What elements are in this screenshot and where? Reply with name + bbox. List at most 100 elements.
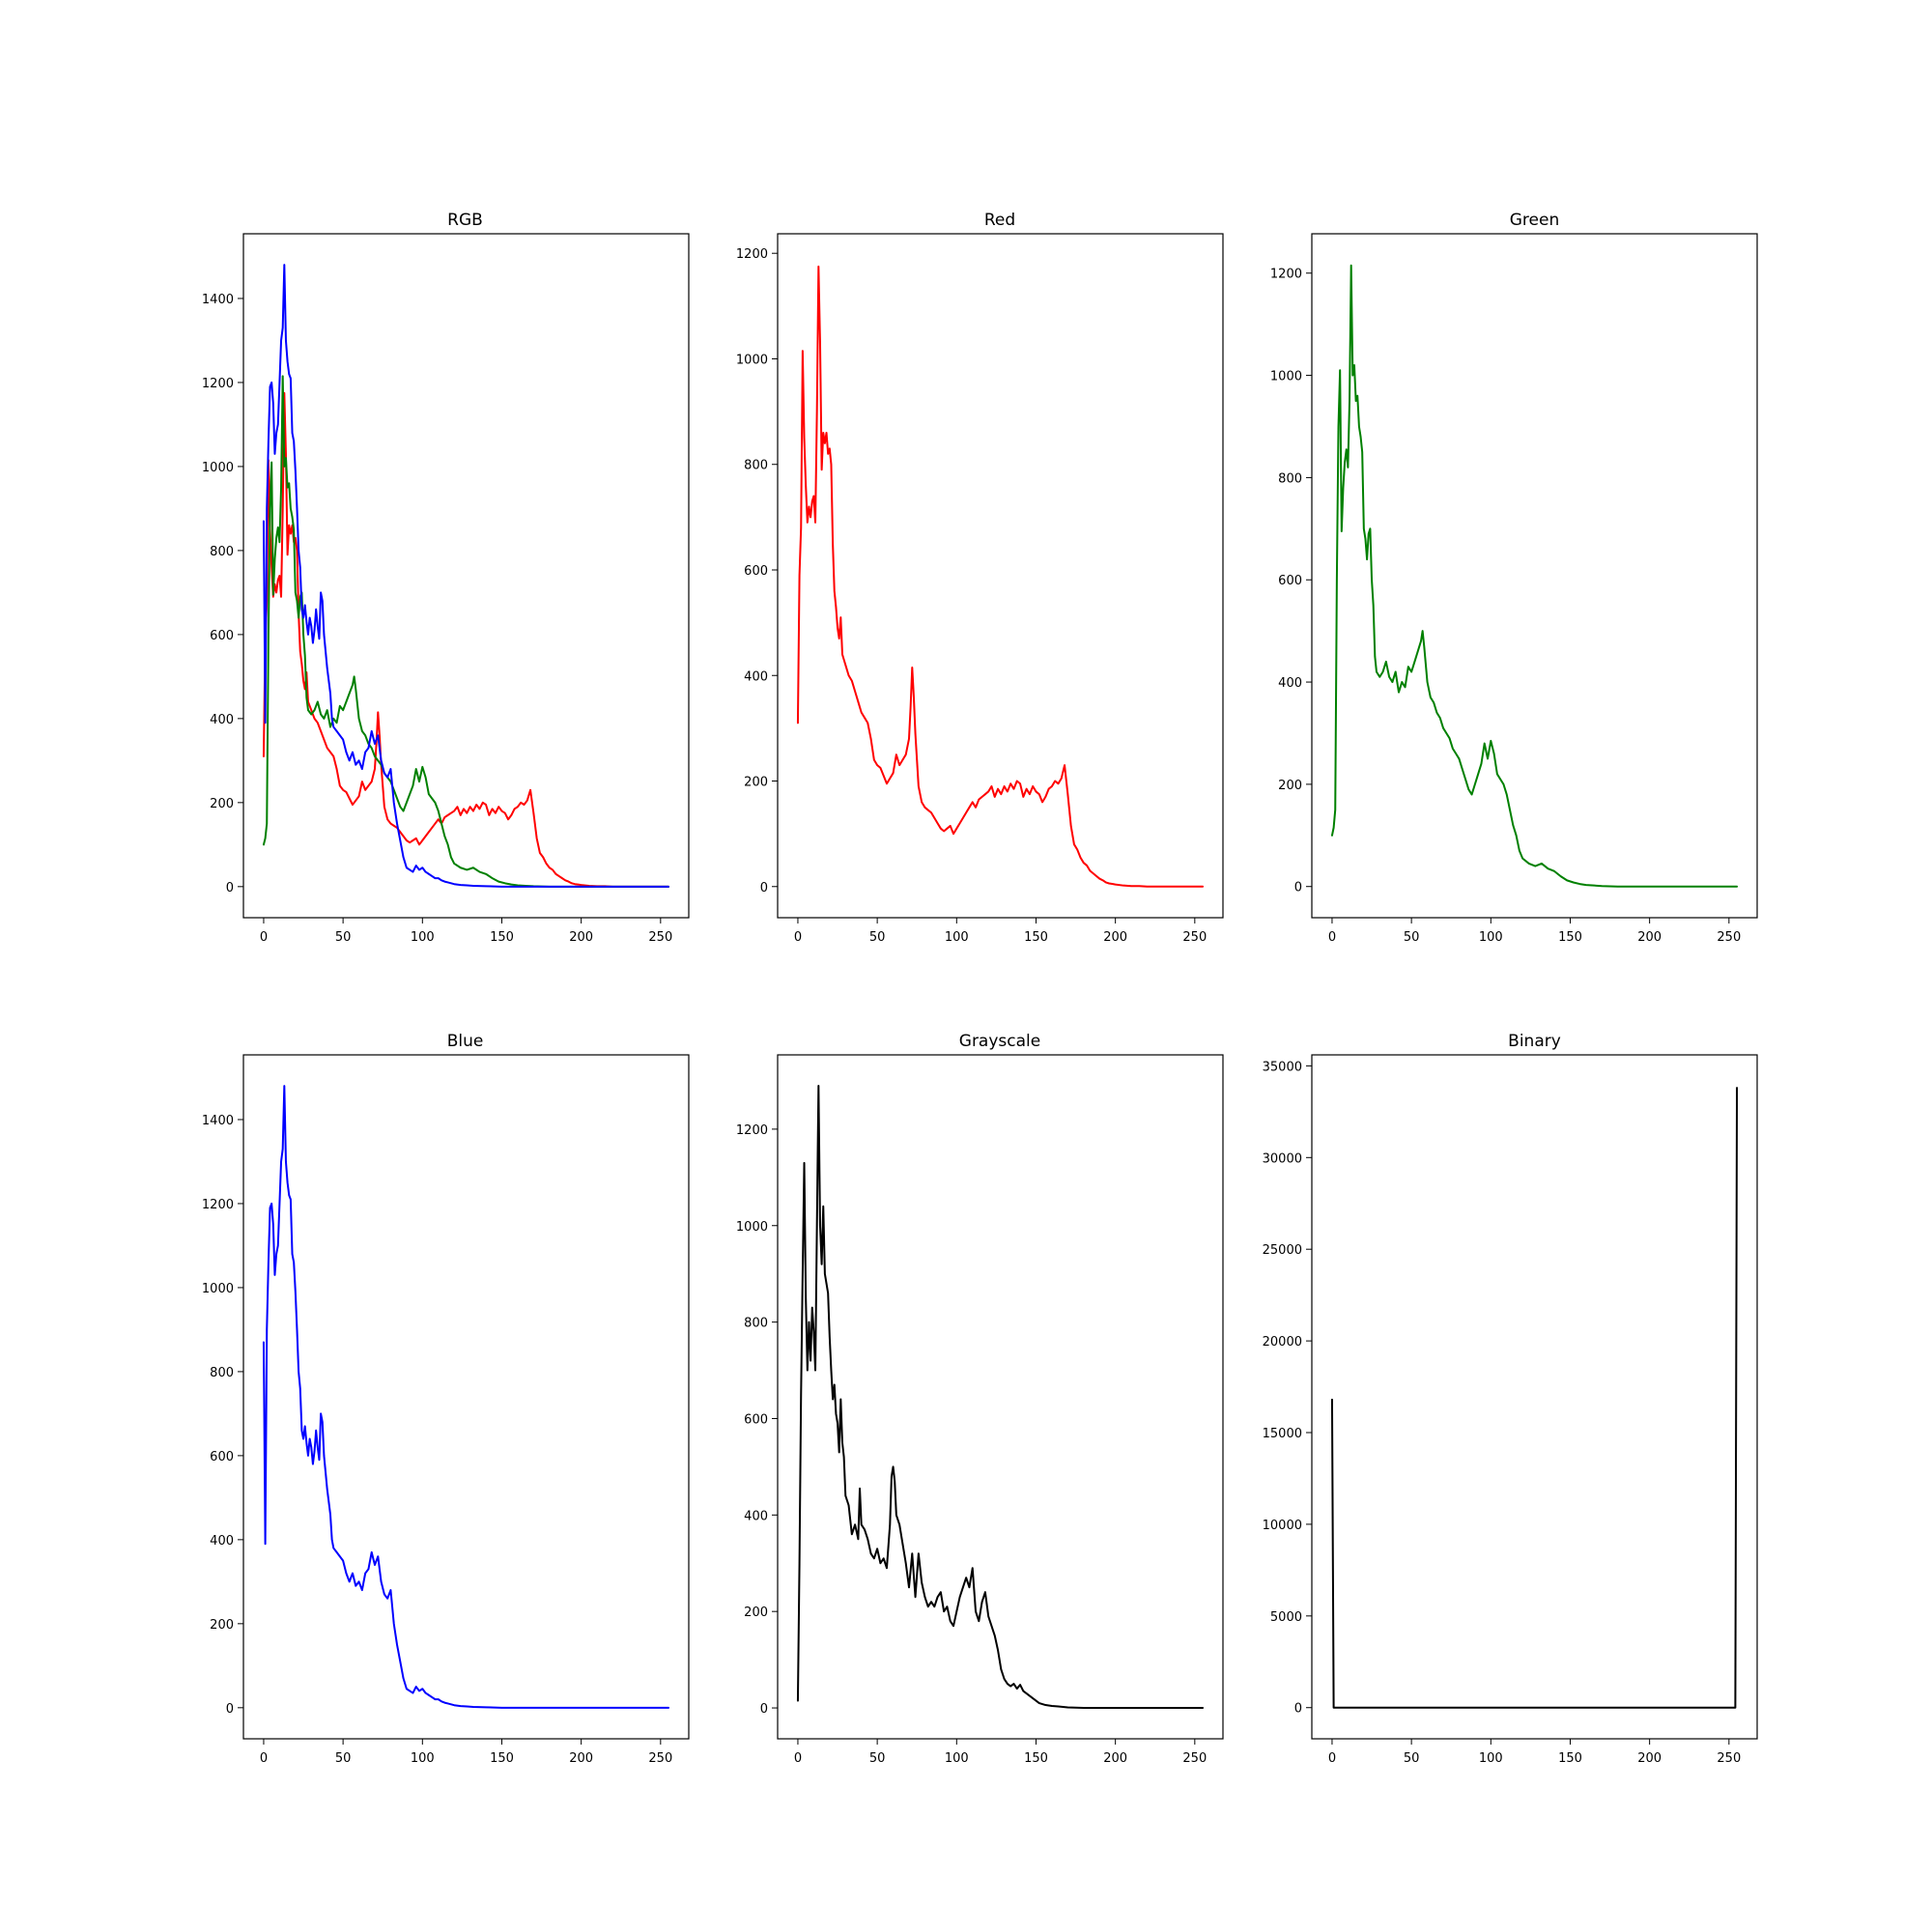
histogram-line xyxy=(796,1084,1205,1710)
axes-frame xyxy=(242,233,690,919)
y-tick-label: 0 xyxy=(226,1702,234,1717)
axes-frame xyxy=(1311,233,1758,919)
x-tick-label: 150 xyxy=(1024,1751,1048,1766)
y-tick-label: 800 xyxy=(1278,471,1302,486)
y-tick-label: 600 xyxy=(210,1450,234,1464)
histogram-line xyxy=(262,264,670,888)
y-tick-label: 200 xyxy=(210,797,234,811)
x-tick-label: 250 xyxy=(648,1751,672,1766)
y-tick-label: 600 xyxy=(1278,574,1302,588)
x-tick-label: 250 xyxy=(1717,1751,1741,1766)
y-tick-label: 25000 xyxy=(1263,1243,1302,1258)
x-tick-label: 0 xyxy=(794,930,802,945)
subplot-red: Red 0 50 100 150 200 250 0 200 400 600 800 1000 1200 xyxy=(736,211,1224,945)
x-tick-label: 200 xyxy=(569,930,593,945)
y-tick-label: 0 xyxy=(226,881,234,895)
x-tick-label: 250 xyxy=(1717,930,1741,945)
subplot-grayscale: Grayscale 0 50 100 150 200 250 0 200 400 600 800 10… xyxy=(736,1032,1224,1766)
x-tick-label: 50 xyxy=(1404,930,1420,945)
x-tick-label: 0 xyxy=(1328,1751,1336,1766)
x-tick-label: 150 xyxy=(1024,930,1048,945)
y-tick-label: 1200 xyxy=(736,247,768,262)
x-tick-label: 100 xyxy=(411,1751,435,1766)
x-tick-label: 150 xyxy=(490,1751,514,1766)
x-tick-label: 0 xyxy=(794,1751,802,1766)
y-tick-label: 0 xyxy=(1294,1702,1302,1717)
y-tick-label: 400 xyxy=(1278,676,1302,691)
y-tick-label: 1400 xyxy=(202,293,234,307)
y-tick-label: 600 xyxy=(210,629,234,643)
y-tick-label: 200 xyxy=(210,1618,234,1633)
y-tick-label: 20000 xyxy=(1263,1335,1302,1350)
subplot-binary: Binary 0 50 100 150 200 250 0 5000 10000 15000 200… xyxy=(1263,1032,1758,1766)
y-tick-label: 0 xyxy=(760,1702,768,1717)
x-tick-label: 50 xyxy=(869,1751,886,1766)
x-tick-label: 0 xyxy=(1328,930,1336,945)
y-tick-label: 1200 xyxy=(202,1198,234,1212)
axes-frame xyxy=(777,1054,1224,1740)
axes-frame xyxy=(242,1054,690,1740)
y-tick-label: 35000 xyxy=(1263,1060,1302,1074)
histogram-line xyxy=(262,1085,670,1709)
panel-title: Binary xyxy=(1508,1032,1561,1051)
y-tick-label: 5000 xyxy=(1270,1610,1302,1625)
x-tick-label: 150 xyxy=(490,930,514,945)
x-tick-label: 250 xyxy=(1182,1751,1207,1766)
y-tick-label: 1400 xyxy=(202,1114,234,1128)
y-tick-label: 1000 xyxy=(202,461,234,475)
panel-title: RGB xyxy=(447,211,483,230)
x-tick-label: 150 xyxy=(1558,930,1582,945)
y-tick-label: 1000 xyxy=(736,1220,768,1235)
y-tick-label: 1000 xyxy=(202,1282,234,1296)
y-tick-label: 400 xyxy=(210,713,234,727)
y-tick-label: 200 xyxy=(1278,779,1302,793)
y-tick-label: 800 xyxy=(744,459,768,473)
y-tick-label: 1000 xyxy=(736,353,768,367)
y-tick-label: 400 xyxy=(744,1509,768,1523)
x-tick-label: 50 xyxy=(869,930,886,945)
x-tick-label: 150 xyxy=(1558,1751,1582,1766)
y-tick-label: 200 xyxy=(744,1605,768,1620)
y-tick-label: 1200 xyxy=(1270,268,1302,282)
x-tick-label: 50 xyxy=(1404,1751,1420,1766)
x-tick-label: 100 xyxy=(945,930,969,945)
x-tick-label: 100 xyxy=(411,930,435,945)
y-tick-label: 0 xyxy=(760,881,768,895)
subplot-blue: Blue 0 50 100 150 200 250 0 200 400 600 800 1000 120… xyxy=(202,1032,690,1766)
y-tick-label: 400 xyxy=(744,669,768,684)
y-tick-label: 1000 xyxy=(1270,370,1302,384)
x-tick-label: 100 xyxy=(945,1751,969,1766)
y-tick-label: 1200 xyxy=(202,377,234,391)
axes-frame xyxy=(1311,1054,1758,1740)
histogram-line xyxy=(1330,264,1739,888)
x-tick-label: 250 xyxy=(1182,930,1207,945)
x-tick-label: 50 xyxy=(335,1751,352,1766)
y-tick-label: 800 xyxy=(210,545,234,559)
x-tick-label: 0 xyxy=(260,930,268,945)
x-tick-label: 200 xyxy=(1103,930,1127,945)
panel-title: Red xyxy=(984,211,1015,230)
x-tick-label: 100 xyxy=(1479,1751,1503,1766)
x-tick-label: 50 xyxy=(335,930,352,945)
y-tick-label: 600 xyxy=(744,564,768,579)
panel-title: Blue xyxy=(447,1032,484,1051)
histogram-line xyxy=(262,375,670,888)
axes-frame xyxy=(777,233,1224,919)
x-tick-label: 100 xyxy=(1479,930,1503,945)
y-tick-label: 800 xyxy=(744,1317,768,1331)
y-tick-label: 30000 xyxy=(1263,1151,1302,1166)
x-tick-label: 250 xyxy=(648,930,672,945)
x-tick-label: 200 xyxy=(1637,930,1662,945)
histogram-line xyxy=(796,265,1205,888)
y-tick-label: 800 xyxy=(210,1366,234,1380)
x-tick-label: 200 xyxy=(1103,1751,1127,1766)
panel-title: Grayscale xyxy=(959,1032,1040,1051)
y-tick-label: 200 xyxy=(744,776,768,790)
subplot-rgb: RGB 0 50 100 150 200 250 0 200 400 600 800 1000 1200… xyxy=(202,211,690,945)
x-tick-label: 0 xyxy=(260,1751,268,1766)
panel-title: Green xyxy=(1510,211,1559,230)
y-tick-label: 0 xyxy=(1294,881,1302,895)
y-tick-label: 600 xyxy=(744,1412,768,1427)
